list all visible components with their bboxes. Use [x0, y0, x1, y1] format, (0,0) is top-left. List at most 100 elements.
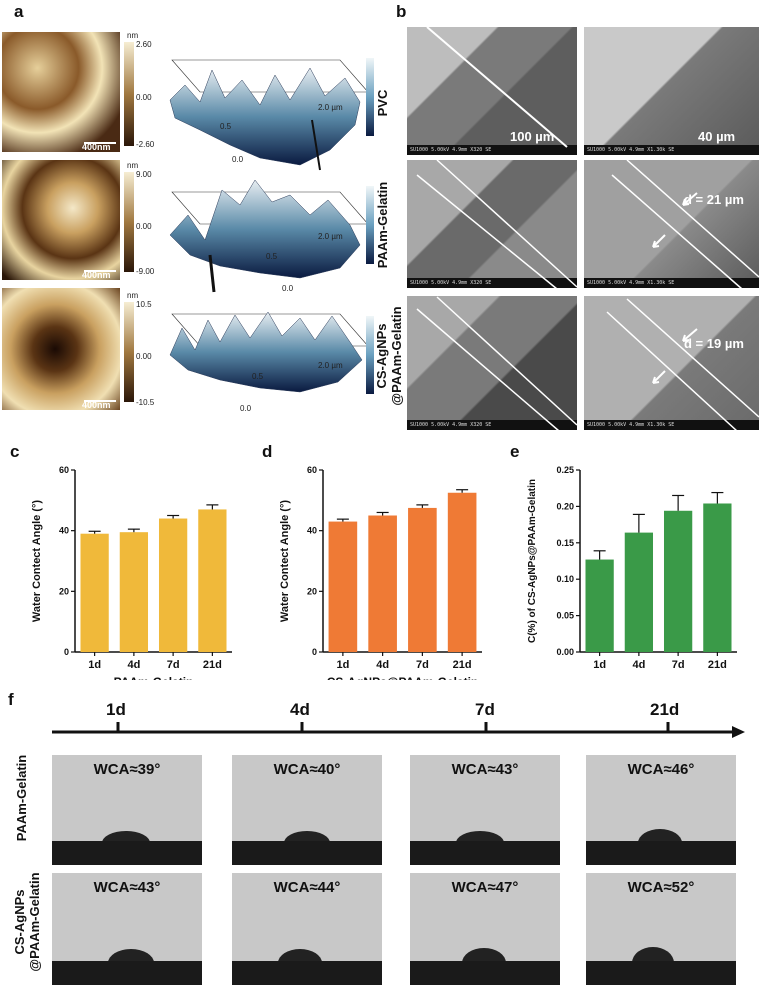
surface-paam-gelatin	[169, 179, 369, 293]
bar	[624, 532, 654, 652]
sem-row-label-paam-gelatin: PAAm-Gelatin	[375, 181, 390, 269]
x-tick-label: 21d	[453, 659, 472, 671]
y-axis-label: C(%) of CS-AgNPs@PAAm-Gelatin	[527, 479, 538, 643]
timeline-label: 1d	[106, 700, 126, 719]
colorbar-mid: 0.00	[136, 222, 152, 231]
surface-colorbar	[366, 186, 374, 264]
afm-height-image-cs-agnps: 400nm	[2, 288, 120, 410]
x-tick-label: 4d	[376, 659, 389, 671]
x-tick-label: 21d	[708, 659, 727, 671]
colorbar-min: -9.00	[136, 267, 155, 276]
surface-axis-tick: 2.0 µm	[318, 232, 343, 241]
x-tick-label: 4d	[127, 659, 140, 671]
sem-image-pvc-high: 40 µm SU1000 5.00kV 4.9mm X1.30k SE	[584, 27, 759, 155]
wca-image: WCA≈43°	[52, 873, 202, 985]
bar	[198, 509, 227, 652]
afm-colorbar	[124, 172, 134, 272]
substrate	[410, 961, 560, 985]
bar	[368, 515, 397, 652]
bar	[585, 559, 614, 652]
substrate	[232, 961, 382, 985]
x-axis-label: CS-AgNPs@PAAm-Gelatin	[327, 675, 479, 680]
panel-label-c: c	[10, 442, 20, 461]
scale-label: 40 µm	[698, 129, 736, 144]
timeline-label: 4d	[290, 700, 310, 719]
interface-line	[436, 296, 578, 426]
y-tick-label: 0	[312, 647, 317, 657]
chart-d: 0 20 40 60 1d 4d 7d 21d Water Contect Angle (°) C…	[279, 465, 482, 680]
x-tick-label: 4d	[632, 659, 645, 671]
chart-c: 0 20 40 60 1d 4d 7d 21d Water Contect Angle (°) P…	[31, 465, 232, 680]
wca-row-label-cs-agnps: CS-AgNPs @PAAm-Gelatin	[12, 872, 42, 972]
droplet	[456, 831, 504, 843]
x-tick-label: 21d	[203, 659, 222, 671]
wca-row-label-paam: PAAm-Gelatin	[14, 754, 29, 842]
arrow-icon	[682, 192, 698, 206]
wca-value: WCA≈40°	[273, 761, 341, 778]
droplet	[284, 831, 330, 843]
x-tick-label: 1d	[336, 659, 349, 671]
bar	[80, 533, 109, 652]
y-tick-label: 60	[59, 465, 69, 475]
thickness-label: d = 21 µm	[684, 192, 744, 207]
scale-bar	[84, 400, 116, 402]
scale-bar	[84, 142, 116, 144]
interface-line	[426, 27, 568, 148]
bar	[408, 507, 437, 652]
wca-value: WCA≈39°	[93, 761, 161, 778]
interface-line	[416, 174, 558, 290]
substrate	[586, 961, 736, 985]
y-tick-label: 0.00	[556, 647, 574, 657]
wca-image: WCA≈39°	[52, 755, 202, 865]
y-tick-label: 20	[307, 586, 317, 596]
surface-axis-tick: 2.0 µm	[318, 361, 343, 370]
sem-footer: SU1000 5.00kV 4.9mm X320 SE	[407, 145, 577, 155]
substrate	[586, 841, 736, 865]
droplet	[462, 948, 506, 963]
wca-image: WCA≈52°	[586, 873, 736, 985]
y-axis-label: Water Contect Angle (°)	[279, 500, 291, 622]
timeline-axis	[52, 722, 745, 738]
wca-image: WCA≈47°	[410, 873, 560, 985]
arrow-icon	[652, 370, 666, 384]
interface-line	[611, 174, 743, 290]
scale-bar	[84, 270, 116, 272]
droplet	[108, 949, 154, 963]
bar	[158, 518, 188, 652]
sem-overlay	[416, 27, 759, 431]
scale-label: 400nm	[82, 270, 111, 280]
y-tick-label: 0.05	[556, 611, 574, 621]
y-tick-label: 0.10	[556, 574, 574, 584]
surface-pvc	[169, 59, 369, 171]
scale-label: 400nm	[82, 142, 111, 152]
substrate	[232, 841, 382, 865]
surface-axis-tick: 0.5	[220, 122, 232, 131]
scale-label: 400nm	[82, 400, 111, 410]
panel-label-b: b	[396, 2, 407, 21]
y-tick-label: 0.20	[556, 501, 574, 511]
bar	[447, 492, 477, 652]
interface-line	[416, 308, 560, 431]
wca-image: WCA≈44°	[232, 873, 382, 985]
sem-row-label-pvc: PVC	[375, 89, 390, 117]
wca-value: WCA≈44°	[273, 879, 341, 896]
interface-line	[626, 298, 759, 418]
bar	[328, 521, 358, 652]
x-tick-label: 7d	[672, 659, 685, 671]
surface-axis-tick: 0.0	[240, 404, 252, 413]
timeline-label: 21d	[650, 700, 680, 719]
colorbar-min: -10.5	[136, 398, 155, 407]
sem-image-pvc-low: 100 µm SU1000 5.00kV 4.9mm X320 SE	[407, 27, 577, 155]
wca-value: WCA≈46°	[627, 761, 695, 778]
sem-image-cs-agnps-low: SU1000 5.00kV 4.9mm X320 SE	[407, 296, 577, 430]
surface-colorbar	[366, 316, 374, 394]
sem-image-paam-low: SU1000 5.00kV 4.9mm X320 SE	[407, 160, 577, 288]
x-tick-label: 7d	[167, 659, 180, 671]
sem-footer: SU1000 5.00kV 4.9mm X1.30k SE	[584, 420, 759, 430]
surface-axis-tick: 0.0	[232, 155, 244, 164]
chart-e: 0.00 0.05 0.10 0.15 0.20 0.25 1d 4d 7d 21d C(%) of…	[527, 465, 737, 671]
afm-colorbar	[124, 42, 134, 146]
surface-axis-tick: 2.0 µm	[318, 103, 343, 112]
wca-image: WCA≈40°	[232, 755, 382, 865]
panel-label-f: f	[8, 690, 14, 709]
